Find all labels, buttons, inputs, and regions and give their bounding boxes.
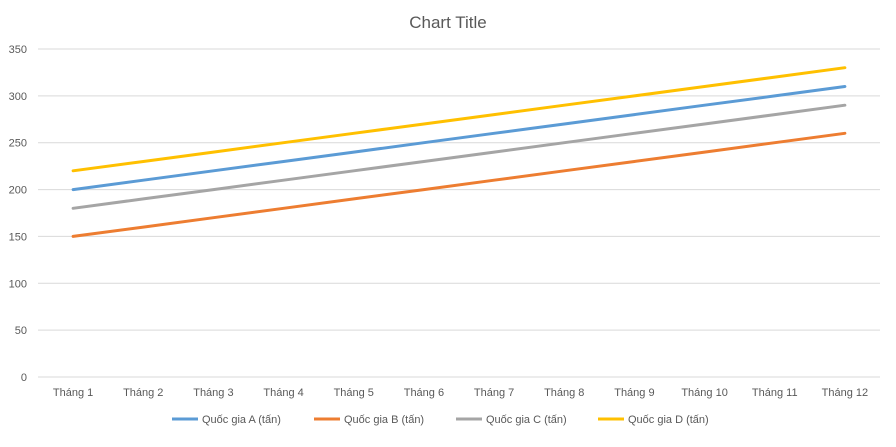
series-line-2 xyxy=(71,131,847,238)
x-tick-label: Tháng 4 xyxy=(263,387,303,399)
series-line-3 xyxy=(71,103,847,210)
y-tick-label: 350 xyxy=(9,44,27,56)
x-tick-label: Tháng 5 xyxy=(334,387,374,399)
x-tick-label: Tháng 10 xyxy=(681,387,727,399)
legend-item-1: Quốc gia A (tấn) xyxy=(172,414,281,426)
legend-label: Quốc gia C (tấn) xyxy=(486,414,567,426)
y-tick-label: 100 xyxy=(9,278,27,290)
x-tick-label: Tháng 1 xyxy=(53,387,93,399)
legend-item-3: Quốc gia C (tấn) xyxy=(456,414,567,426)
series-line-1 xyxy=(71,85,847,192)
x-tick-label: Tháng 2 xyxy=(123,387,163,399)
legend-item-2: Quốc gia B (tấn) xyxy=(314,414,424,426)
x-tick-label: Tháng 11 xyxy=(752,387,798,399)
y-tick-label: 50 xyxy=(15,325,27,337)
chart-title: Chart Title xyxy=(409,13,486,32)
x-tick-label: Tháng 8 xyxy=(544,387,584,399)
x-axis: Tháng 1 Tháng 2 Tháng 3 Tháng 4 Tháng 5 Tháng… xyxy=(53,387,868,399)
y-tick-label: 250 xyxy=(9,138,27,150)
gridlines xyxy=(38,48,880,378)
legend-label: Quốc gia B (tấn) xyxy=(344,414,424,426)
x-tick-label: Tháng 6 xyxy=(404,387,444,399)
x-tick-label: Tháng 9 xyxy=(614,387,654,399)
y-tick-label: 0 xyxy=(21,372,27,384)
y-tick-label: 200 xyxy=(9,185,27,197)
x-tick-label: Tháng 3 xyxy=(193,387,233,399)
y-tick-label: 300 xyxy=(9,91,27,103)
series-lines xyxy=(71,66,847,238)
legend: Quốc gia A (tấn) Quốc gia B (tấn) Quốc gia… xyxy=(172,414,709,426)
y-tick-label: 150 xyxy=(9,231,27,243)
y-axis: 0 50 100 150 200 250 300 350 xyxy=(9,44,27,384)
x-tick-label: Tháng 12 xyxy=(822,387,868,399)
x-tick-label: Tháng 7 xyxy=(474,387,514,399)
legend-label: Quốc gia A (tấn) xyxy=(202,414,281,426)
series-line-4 xyxy=(71,66,847,173)
legend-label: Quốc gia D (tấn) xyxy=(628,414,709,426)
legend-item-4: Quốc gia D (tấn) xyxy=(598,414,709,426)
